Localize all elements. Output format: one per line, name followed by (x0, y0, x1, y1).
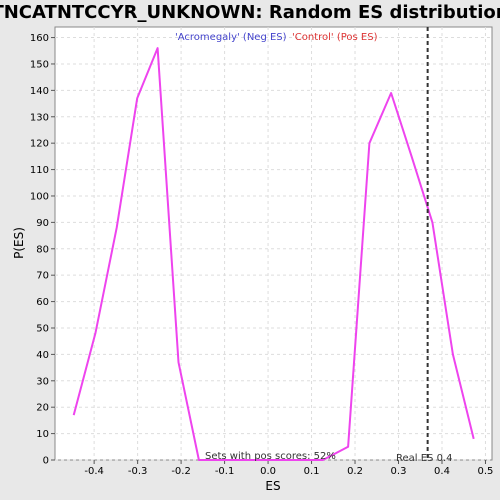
x-tick-label: 0.1 (304, 466, 320, 477)
y-tick-label: 0 (43, 456, 49, 467)
y-tick-label: 130 (30, 112, 49, 123)
y-tick-label: 110 (30, 165, 49, 176)
y-tick-label: 20 (36, 403, 49, 414)
chart-title: TNCATNTCCYR_UNKNOWN: Random ES distribut… (0, 2, 500, 23)
y-tick-label: 80 (36, 244, 49, 255)
y-tick-label: 70 (36, 271, 49, 282)
legend-neg-es: 'Acromegaly' (Neg ES) (175, 32, 287, 43)
x-tick-label: 0.4 (434, 466, 450, 477)
x-axis-label: ES (265, 479, 280, 493)
axis-ticks: 0 10 20 30 40 50 60 70 80 90 100 110 120 130 140 150 160… (30, 33, 494, 477)
pos-scores-annotation: Sets with pos scores: 52% (205, 451, 336, 462)
series-layer (72, 47, 475, 461)
x-tick-label: -0.1 (215, 466, 235, 477)
x-tick-label: -0.4 (84, 466, 104, 477)
y-tick-label: 100 (30, 191, 49, 202)
x-tick-label: -0.3 (128, 466, 148, 477)
real-es-annotation: Real ES 0.4 (396, 453, 452, 464)
x-tick-label: 0.3 (391, 466, 407, 477)
legend-pos-es: 'Control' (Pos ES) (292, 32, 378, 43)
y-tick-label: 50 (36, 323, 49, 334)
y-axis-label: P(ES) (12, 227, 26, 259)
y-tick-label: 150 (30, 59, 49, 70)
series-line (72, 47, 475, 461)
plot-area (54, 26, 493, 461)
x-tick-label: -0.2 (171, 466, 191, 477)
y-tick-label: 40 (36, 350, 49, 361)
y-tick-label: 140 (30, 86, 49, 97)
y-tick-label: 30 (36, 376, 49, 387)
y-tick-label: 90 (36, 218, 49, 229)
y-tick-label: 160 (30, 33, 49, 44)
x-tick-label: 0.2 (347, 466, 363, 477)
x-tick-label: 0.5 (478, 466, 494, 477)
y-tick-label: 120 (30, 139, 49, 150)
y-tick-label: 10 (36, 429, 49, 440)
x-tick-label: 0.0 (260, 466, 276, 477)
y-tick-label: 60 (36, 297, 49, 308)
